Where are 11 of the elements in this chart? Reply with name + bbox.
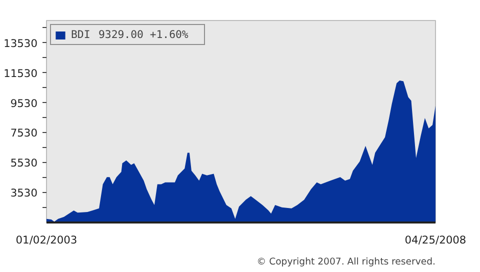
y-tick-label: 13530	[4, 36, 38, 50]
y-tick-label: 7530	[10, 126, 38, 140]
y-tick-label: 11530	[4, 66, 38, 80]
annotation: 9329.00 +1.60%	[98, 28, 189, 41]
x-tick-label: 04/25/2008	[404, 234, 466, 246]
y-tick-label: 5530	[10, 156, 38, 170]
x-tick-label: 01/02/2003	[16, 234, 78, 246]
y-tick-label: 9530	[10, 96, 38, 110]
legend-label: BDI	[71, 28, 90, 41]
text: © Copyright 2007. All rights reserved.	[256, 256, 436, 268]
y-tick-label: 3530	[10, 186, 38, 200]
